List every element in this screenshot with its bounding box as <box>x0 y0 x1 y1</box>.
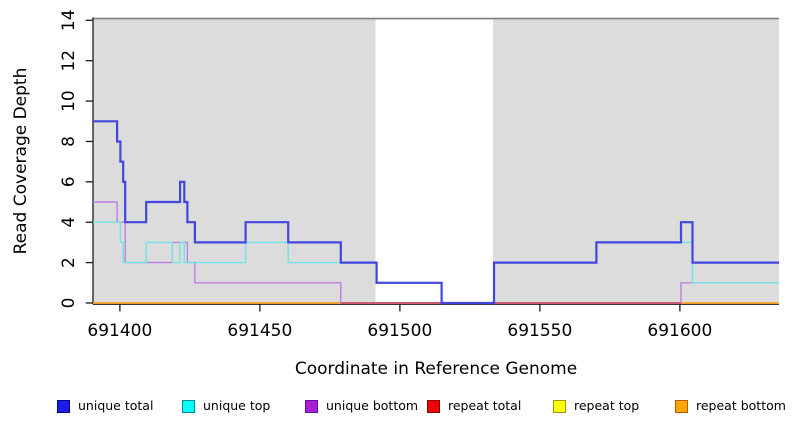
legend-item-repeat-total: repeat total <box>427 399 521 413</box>
x-tick-label: 691400 <box>87 321 152 341</box>
legend-swatch-unique-total <box>57 399 70 413</box>
legend-label: repeat bottom <box>696 398 786 413</box>
legend-label: repeat top <box>574 398 640 413</box>
x-tick-label: 691450 <box>227 321 292 341</box>
x-tick-label: 691550 <box>507 321 572 341</box>
y-tick-label: 6 <box>59 176 79 187</box>
legend-item-repeat-bottom: repeat bottom <box>675 399 786 413</box>
legend-item-unique-total: unique total <box>57 399 153 413</box>
y-tick-label: 10 <box>59 90 79 112</box>
y-tick-label: 4 <box>59 217 79 228</box>
shaded-region <box>93 19 376 304</box>
x-axis-title: Coordinate in Reference Genome <box>295 359 577 379</box>
legend-label: repeat total <box>448 398 522 413</box>
legend-item-unique-bottom: unique bottom <box>305 399 418 413</box>
y-tick-label: 0 <box>59 298 79 309</box>
y-axis-title: Read Coverage Depth <box>11 68 31 255</box>
legend-swatch-repeat-top <box>553 399 566 413</box>
legend-swatch-unique-bottom <box>305 399 318 413</box>
legend-swatch-unique-top <box>182 399 195 413</box>
y-tick-label: 14 <box>59 9 79 31</box>
coverage-chart: Coordinate in Reference Genome Read Cove… <box>11 9 779 379</box>
x-tick-label: 691600 <box>647 321 712 341</box>
series-line-unique-total <box>93 120 779 305</box>
legend-label: unique bottom <box>326 398 419 413</box>
y-tick-label: 8 <box>59 136 79 147</box>
legend-item-repeat-top: repeat top <box>553 399 639 413</box>
shaded-region <box>493 19 779 304</box>
x-tick-label: 691500 <box>367 321 432 341</box>
legend-item-unique-top: unique top <box>182 399 270 413</box>
legend-swatch-repeat-total <box>427 399 440 413</box>
y-tick-label: 12 <box>59 50 79 72</box>
y-tick-label: 2 <box>59 257 79 268</box>
legend-swatch-repeat-bottom <box>675 399 688 413</box>
legend-label: unique total <box>78 398 154 413</box>
legend-label: unique top <box>203 398 271 413</box>
